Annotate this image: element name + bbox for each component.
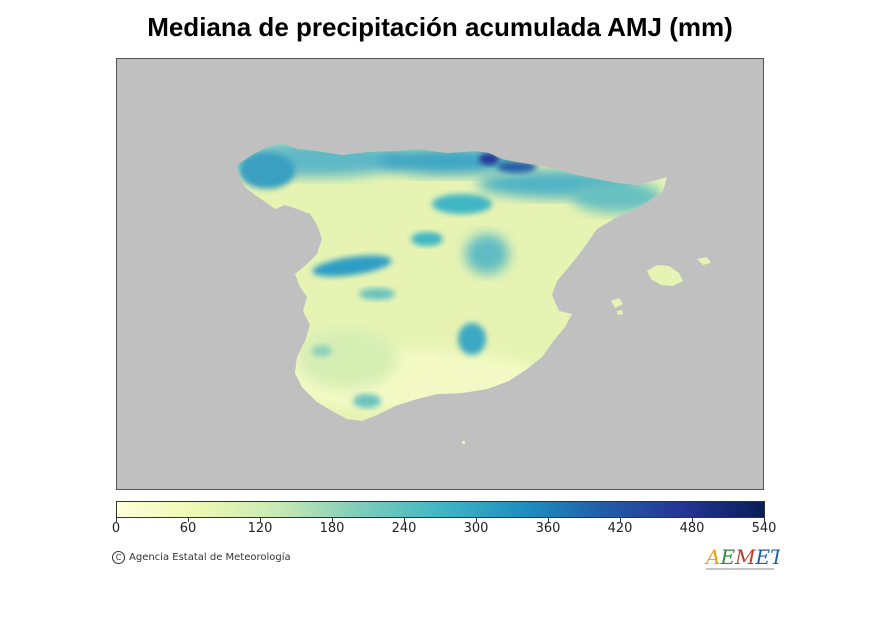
colorbar-tick-label: 180 — [319, 521, 345, 536]
colorbar-tick-label: 240 — [391, 521, 417, 536]
colorbar-tick — [764, 518, 765, 522]
colorbar-tick — [620, 518, 621, 522]
colorbar — [116, 501, 765, 518]
map-panel — [116, 58, 764, 490]
colorbar-tick — [188, 518, 189, 522]
credit-text: Agencia Estatal de Meteorología — [129, 552, 291, 563]
map-title: Mediana de precipitación acumulada AMJ (… — [147, 12, 733, 42]
colorbar-tick-label: 120 — [247, 521, 273, 536]
colorbar-tick-label: 480 — [679, 521, 705, 536]
colorbar-tick-label: 0 — [111, 521, 121, 536]
colorbar-tick — [116, 518, 117, 522]
colorbar-tick — [476, 518, 477, 522]
colorbar-tick — [692, 518, 693, 522]
precipitation-map — [237, 143, 711, 444]
colorbar-tick — [404, 518, 405, 522]
colorbar-tick — [332, 518, 333, 522]
credit-line: C Agencia Estatal de Meteorología — [112, 551, 291, 564]
colorbar-tick — [548, 518, 549, 522]
copyright-icon: C — [112, 551, 125, 564]
colorbar-tick-label: 420 — [607, 521, 633, 536]
colorbar-tick-label: 360 — [535, 521, 561, 536]
colorbar-tick — [260, 518, 261, 522]
aemet-logo-icon: AEMET — [704, 545, 785, 570]
colorbar-tick-label: 300 — [463, 521, 489, 536]
colorbar-tick-label: 540 — [751, 521, 777, 536]
iberian-peninsula — [237, 143, 711, 444]
colorbar-tick-label: 60 — [179, 521, 197, 536]
aemet-logo: AEMET — [704, 544, 785, 574]
svg-text:AEMET: AEMET — [704, 545, 780, 569]
